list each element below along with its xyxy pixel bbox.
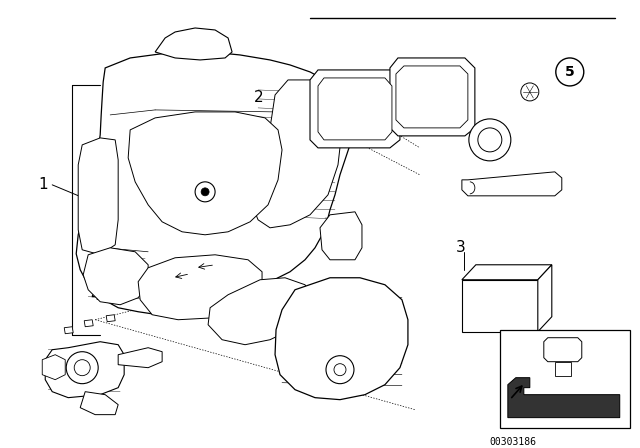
Polygon shape — [106, 315, 115, 322]
Text: 5: 5 — [546, 365, 554, 379]
Polygon shape — [83, 248, 148, 305]
Polygon shape — [45, 342, 124, 398]
Circle shape — [195, 182, 215, 202]
Polygon shape — [320, 212, 362, 260]
Polygon shape — [275, 278, 408, 400]
Polygon shape — [252, 80, 342, 228]
Circle shape — [326, 356, 354, 383]
Polygon shape — [462, 172, 562, 196]
Text: 1: 1 — [38, 177, 48, 192]
Polygon shape — [544, 338, 582, 362]
Polygon shape — [138, 255, 262, 320]
Polygon shape — [118, 348, 162, 368]
Polygon shape — [64, 327, 73, 334]
Polygon shape — [84, 320, 93, 327]
Polygon shape — [318, 78, 392, 140]
Polygon shape — [80, 392, 118, 415]
Polygon shape — [42, 355, 65, 379]
Polygon shape — [76, 52, 355, 315]
Polygon shape — [310, 70, 400, 148]
Circle shape — [66, 352, 98, 383]
Circle shape — [74, 360, 90, 376]
Polygon shape — [508, 378, 620, 418]
Polygon shape — [462, 265, 552, 280]
Polygon shape — [390, 58, 475, 136]
Polygon shape — [78, 138, 118, 255]
Polygon shape — [462, 280, 538, 332]
Polygon shape — [128, 112, 282, 235]
Bar — [555, 362, 571, 376]
Text: 00303186: 00303186 — [490, 437, 537, 447]
Polygon shape — [208, 278, 312, 345]
Text: 4: 4 — [90, 288, 100, 303]
Bar — [500, 330, 630, 428]
Text: 5: 5 — [565, 65, 575, 79]
Text: 2: 2 — [254, 90, 264, 105]
Circle shape — [478, 128, 502, 152]
Circle shape — [469, 119, 511, 161]
Polygon shape — [396, 66, 468, 128]
Circle shape — [201, 188, 209, 196]
Circle shape — [334, 364, 346, 376]
Circle shape — [556, 58, 584, 86]
Polygon shape — [155, 28, 232, 60]
Text: 3: 3 — [456, 240, 466, 255]
Polygon shape — [538, 265, 552, 332]
Circle shape — [521, 83, 539, 101]
